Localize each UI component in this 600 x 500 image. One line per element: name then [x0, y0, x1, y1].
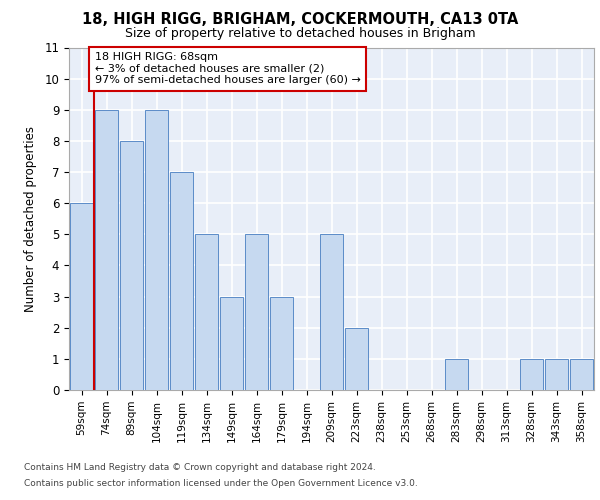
Bar — [70, 203, 94, 390]
Bar — [569, 359, 593, 390]
Text: 18 HIGH RIGG: 68sqm
← 3% of detached houses are smaller (2)
97% of semi-detached: 18 HIGH RIGG: 68sqm ← 3% of detached hou… — [95, 52, 361, 86]
Bar — [145, 110, 169, 390]
Text: Contains public sector information licensed under the Open Government Licence v3: Contains public sector information licen… — [24, 478, 418, 488]
Y-axis label: Number of detached properties: Number of detached properties — [25, 126, 37, 312]
Bar — [445, 359, 469, 390]
Bar — [95, 110, 118, 390]
Bar — [170, 172, 193, 390]
Text: Contains HM Land Registry data © Crown copyright and database right 2024.: Contains HM Land Registry data © Crown c… — [24, 464, 376, 472]
Bar — [119, 141, 143, 390]
Text: Size of property relative to detached houses in Brigham: Size of property relative to detached ho… — [125, 28, 475, 40]
Bar — [320, 234, 343, 390]
Bar — [245, 234, 268, 390]
Bar — [344, 328, 368, 390]
Bar — [194, 234, 218, 390]
Bar — [545, 359, 568, 390]
Bar — [520, 359, 544, 390]
Bar — [220, 296, 244, 390]
Bar — [269, 296, 293, 390]
Text: 18, HIGH RIGG, BRIGHAM, COCKERMOUTH, CA13 0TA: 18, HIGH RIGG, BRIGHAM, COCKERMOUTH, CA1… — [82, 12, 518, 28]
